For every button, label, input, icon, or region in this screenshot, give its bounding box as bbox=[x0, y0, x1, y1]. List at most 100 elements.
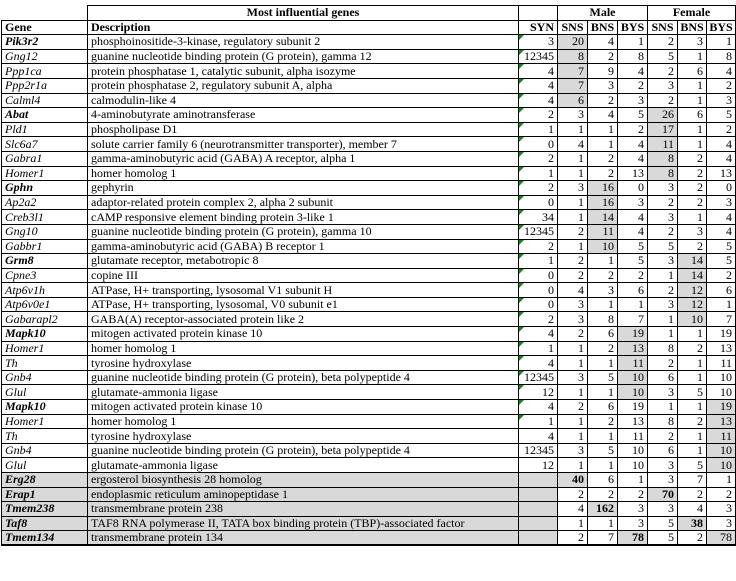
gene-cell: Erap1 bbox=[1, 486, 88, 503]
value-cell: 2 bbox=[647, 34, 678, 50]
value-cell: 3 bbox=[557, 442, 588, 459]
value-cell: 2 bbox=[557, 253, 588, 269]
value-cell: 2 bbox=[617, 77, 648, 94]
value-cell: 1 bbox=[557, 340, 588, 357]
gene-cell: Gabarapl2 bbox=[1, 311, 88, 328]
value-cell: 8 bbox=[647, 165, 678, 182]
value-cell: 2 bbox=[647, 194, 678, 211]
description-cell: TAF8 RNA polymerase II, TATA box binding… bbox=[87, 515, 519, 532]
value-cell: 1 bbox=[557, 165, 588, 182]
value-cell: 4 bbox=[677, 501, 707, 517]
cell-flag-icon bbox=[519, 327, 524, 333]
description-cell: mitogen activated protein kinase 10 bbox=[87, 326, 519, 342]
value-cell: 19 bbox=[705, 326, 736, 342]
value-cell: 14 bbox=[587, 209, 618, 225]
value-cell: 1 bbox=[587, 296, 618, 313]
cell-flag-icon bbox=[519, 269, 524, 274]
table-row: Ap2a2 adaptor-related protein complex 2, … bbox=[1, 194, 736, 211]
value-cell: 4 bbox=[617, 223, 648, 240]
syn-cell: 2 bbox=[518, 238, 558, 255]
value-cell: 1 bbox=[587, 428, 618, 444]
value-cell: 1 bbox=[557, 194, 588, 211]
page: Most influential genes Male Female Gene … bbox=[1, 5, 736, 547]
value-cell: 78 bbox=[705, 530, 736, 546]
table-row: Taf8 TAF8 RNA polymerase II, TATA box bin… bbox=[1, 515, 736, 532]
value-cell: 1 bbox=[557, 238, 588, 255]
value-cell: 2 bbox=[617, 121, 648, 138]
value-cell: 10 bbox=[587, 238, 618, 255]
syn-cell: 12345 bbox=[518, 442, 558, 459]
value-cell: 4 bbox=[617, 150, 648, 167]
col-header-female-sns: SNS bbox=[647, 19, 678, 36]
table-row: Pld1 phospholipase D1 1 1 1 2 17 1 2 bbox=[1, 121, 736, 138]
cell-flag-icon bbox=[519, 400, 524, 406]
gene-cell: Homer1 bbox=[1, 165, 88, 182]
value-cell: 162 bbox=[587, 501, 618, 517]
syn-cell: 4 bbox=[518, 428, 558, 444]
male-group-header: Male bbox=[557, 5, 648, 21]
table-row: Ppp2r1a protein phosphatase 2, regulatory… bbox=[1, 77, 736, 94]
value-cell: 1 bbox=[587, 384, 618, 401]
table-row: Erg28 ergosterol biosynthesis 28 homolog 4… bbox=[1, 472, 736, 488]
value-cell: 40 bbox=[557, 472, 588, 488]
value-cell: 26 bbox=[647, 107, 678, 123]
cell-flag-icon bbox=[519, 225, 524, 230]
value-cell: 13 bbox=[617, 165, 648, 182]
value-cell: 10 bbox=[617, 384, 648, 401]
value-cell: 10 bbox=[705, 384, 736, 401]
description-cell: guanine nucleotide binding protein (G pr… bbox=[87, 48, 519, 65]
description-cell: transmembrane protein 238 bbox=[87, 501, 519, 517]
value-cell: 3 bbox=[647, 209, 678, 225]
value-cell: 5 bbox=[647, 48, 678, 65]
value-cell: 2 bbox=[587, 486, 618, 503]
table-row: Tmem238 transmembrane protein 238 4 162 3 3 4 3 bbox=[1, 501, 736, 517]
col-header-male-sns: SNS bbox=[557, 19, 588, 36]
value-cell: 7 bbox=[587, 530, 618, 546]
gene-cell: Glul bbox=[1, 457, 88, 473]
table-row: Tmem134 transmembrane protein 134 2 7 78 5 2 78 bbox=[1, 530, 736, 546]
gene-cell: Gng12 bbox=[1, 48, 88, 65]
value-cell: 1 bbox=[677, 428, 707, 444]
value-cell: 1 bbox=[677, 77, 707, 94]
cell-flag-icon bbox=[519, 108, 524, 114]
value-cell: 2 bbox=[647, 282, 678, 298]
syn-cell: 0 bbox=[518, 136, 558, 152]
value-cell: 11 bbox=[705, 355, 736, 371]
value-cell: 6 bbox=[705, 282, 736, 298]
value-cell: 1 bbox=[647, 311, 678, 328]
value-cell: 2 bbox=[587, 413, 618, 430]
description-cell: phosphoinositide-3-kinase, regulatory su… bbox=[87, 34, 519, 50]
value-cell: 8 bbox=[647, 150, 678, 167]
gene-cell: Gnb4 bbox=[1, 442, 88, 459]
value-cell: 1 bbox=[677, 399, 707, 415]
table-row: Homer1 homer homolog 1 1 1 2 13 8 2 13 bbox=[1, 413, 736, 430]
value-cell: 0 bbox=[705, 180, 736, 196]
value-cell: 4 bbox=[617, 63, 648, 79]
description-cell: tyrosine hydroxylase bbox=[87, 428, 519, 444]
gene-cell: Erg28 bbox=[1, 472, 88, 488]
value-cell: 20 bbox=[557, 34, 588, 50]
value-cell: 3 bbox=[557, 311, 588, 328]
value-cell: 13 bbox=[705, 165, 736, 182]
value-cell: 2 bbox=[587, 267, 618, 284]
value-cell: 4 bbox=[587, 34, 618, 50]
syn-cell: 4 bbox=[518, 399, 558, 415]
description-cell: gephyrin bbox=[87, 180, 519, 196]
value-cell: 11 bbox=[617, 428, 648, 444]
description-cell: homer homolog 1 bbox=[87, 340, 519, 357]
description-cell: gamma-aminobutyric acid (GABA) A recepto… bbox=[87, 150, 519, 167]
cell-flag-icon bbox=[519, 283, 524, 289]
value-cell: 3 bbox=[647, 384, 678, 401]
value-cell: 7 bbox=[705, 311, 736, 328]
value-cell: 6 bbox=[587, 472, 618, 488]
value-cell: 2 bbox=[557, 223, 588, 240]
description-cell: mitogen activated protein kinase 10 bbox=[87, 399, 519, 415]
value-cell: 19 bbox=[617, 399, 648, 415]
value-cell: 10 bbox=[617, 369, 648, 386]
value-cell: 8 bbox=[557, 48, 588, 65]
gene-cell: Gnb4 bbox=[1, 369, 88, 386]
cell-flag-icon bbox=[519, 254, 524, 260]
value-cell: 5 bbox=[617, 238, 648, 255]
value-cell: 1 bbox=[705, 296, 736, 313]
gene-cell: Gphn bbox=[1, 180, 88, 196]
